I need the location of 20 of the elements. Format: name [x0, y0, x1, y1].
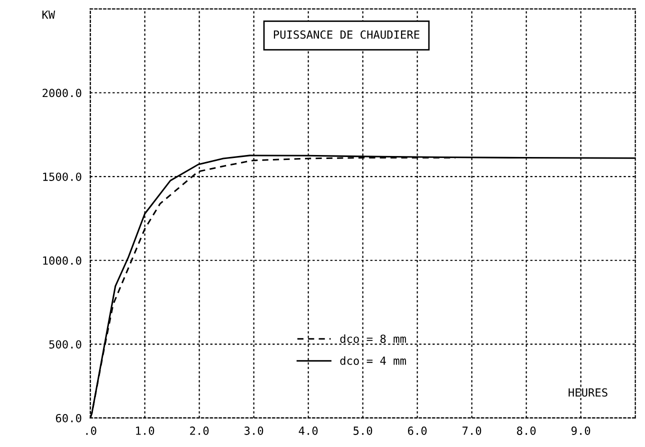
legend-label: dco = 8 mm [340, 334, 406, 343]
legend-label: dco = 4 mm [340, 356, 406, 365]
x-tick-label: 5.0 [354, 426, 372, 435]
y-tick-label: 500.0 [49, 340, 82, 349]
y-tick-label: 2000.0 [42, 88, 82, 98]
x-tick-label: 6.0 [408, 426, 427, 435]
text: PUISSANCE DE CHAUDIERE [274, 30, 420, 39]
x-tick-label: 8.0 [516, 426, 536, 435]
x-tick-label: 1.0 [136, 426, 154, 435]
x-tick-label: .0 [86, 426, 96, 435]
x-tick-label: 4.0 [298, 426, 318, 435]
y-tick-label: 1500.0 [43, 172, 82, 181]
x-axis-title: HEURES [568, 388, 608, 397]
x-tick-label: 7.0 [462, 426, 482, 435]
y-tick-label: 1000.0 [43, 256, 82, 265]
x-tick-label: 3.0 [244, 426, 264, 435]
x-tick-label: 2.0 [190, 426, 209, 435]
y-tick-label: 60.0 [56, 414, 82, 422]
y-axis-title: KW [42, 10, 56, 19]
x-tick-label: 9.0 [571, 426, 590, 435]
